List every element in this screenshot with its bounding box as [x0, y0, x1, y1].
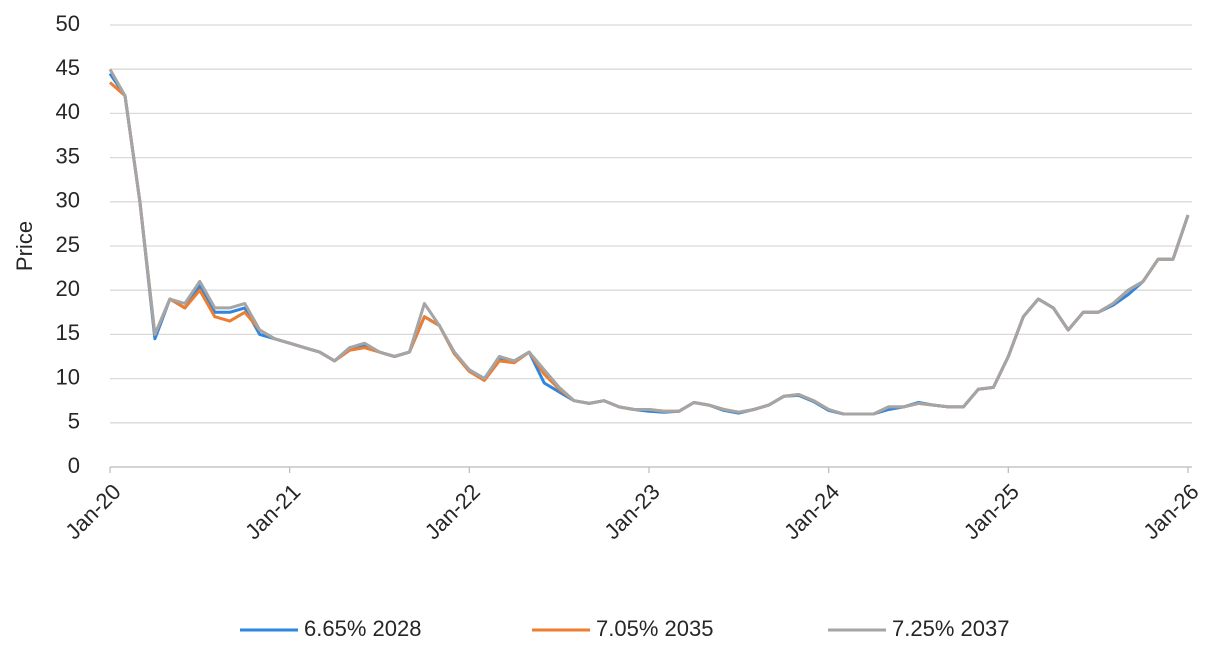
- legend-label: 7.25% 2037: [892, 616, 1009, 641]
- y-tick-label: 0: [68, 453, 80, 478]
- y-tick-label: 25: [56, 232, 80, 257]
- y-tick-label: 40: [56, 99, 80, 124]
- y-tick-label: 30: [56, 188, 80, 213]
- y-tick-label: 20: [56, 276, 80, 301]
- x-tick-label: Jan-20: [60, 479, 125, 544]
- x-tick-label: Jan-24: [779, 479, 844, 544]
- data-line: [109, 81, 1190, 416]
- y-tick-label: 35: [56, 143, 80, 168]
- y-tick-label: 45: [56, 55, 80, 80]
- y-axis-label: Price: [12, 221, 37, 271]
- data-line: [108, 72, 1190, 416]
- x-tick-label: Jan-25: [959, 479, 1024, 544]
- x-tick-label: Jan-26: [1138, 479, 1203, 544]
- legend-label: 7.05% 2035: [596, 616, 713, 641]
- data-line: [108, 68, 1190, 416]
- x-tick-label: Jan-21: [240, 479, 305, 544]
- y-tick-label: 15: [56, 320, 80, 345]
- legend-label: 6.65% 2028: [304, 616, 421, 641]
- x-tick-label: Jan-22: [420, 479, 485, 544]
- y-tick-label: 10: [56, 364, 80, 389]
- y-tick-label: 50: [56, 11, 80, 36]
- y-tick-label: 5: [68, 409, 80, 434]
- x-tick-label: Jan-23: [599, 479, 664, 544]
